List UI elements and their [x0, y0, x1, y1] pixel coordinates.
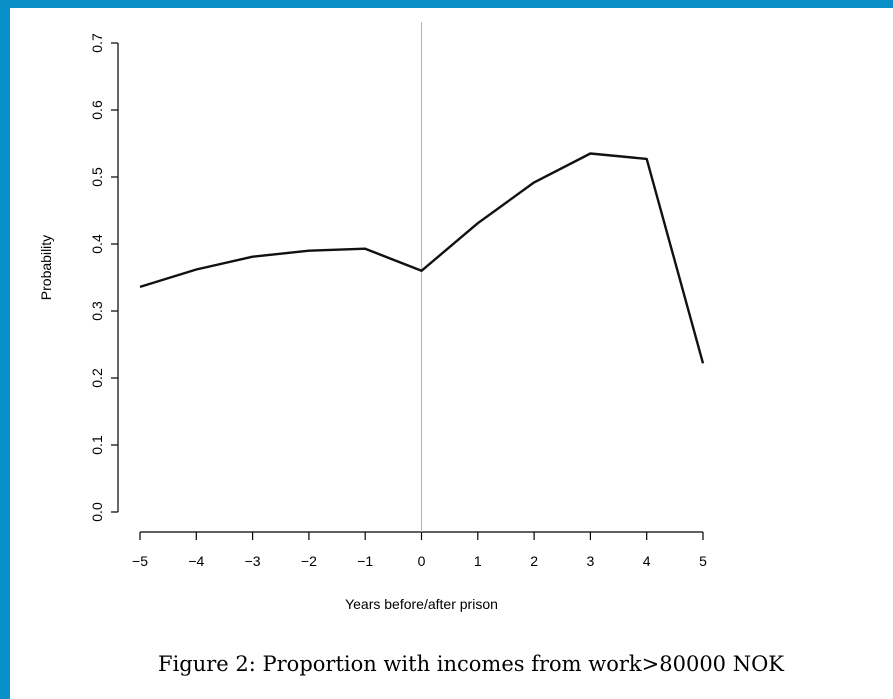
y-axis-ticks: 0.0 0.1 0.2 0.3 0.4 0.5 0.6 0.7 [89, 33, 118, 522]
x-axis-ticks: −5 −4 −3 −2 −1 0 1 2 3 4 5 [132, 532, 707, 569]
x-tick-label: 5 [699, 553, 707, 569]
x-tick-label: 0 [418, 553, 426, 569]
y-tick-label: 0.1 [89, 435, 105, 455]
y-tick-label: 0.7 [89, 33, 105, 53]
y-tick-label: 0.6 [89, 100, 105, 120]
x-tick-label: 4 [643, 553, 651, 569]
x-tick-label: −2 [301, 553, 317, 569]
x-tick-label: 1 [474, 553, 482, 569]
x-axis-title: Years before/after prison [345, 596, 498, 612]
x-tick-label: −3 [245, 553, 261, 569]
x-tick-label: −5 [132, 553, 148, 569]
x-tick-label: 2 [530, 553, 538, 569]
probability-series-line [139, 152, 705, 364]
y-tick-label: 0.4 [89, 234, 105, 254]
y-tick-label: 0.0 [89, 502, 105, 522]
x-tick-label: −4 [188, 553, 204, 569]
x-tick-label: 3 [587, 553, 595, 569]
y-tick-label: 0.5 [89, 167, 105, 187]
y-tick-label: 0.2 [89, 368, 105, 388]
figure-panel: 0.0 0.1 0.2 0.3 0.4 0.5 0.6 0.7 −5 −4 −3 −2 −1 0 1 2 3 4… [10, 8, 893, 699]
x-tick-label: −1 [357, 553, 373, 569]
y-axis-title: Probability [38, 235, 54, 300]
line-chart: 0.0 0.1 0.2 0.3 0.4 0.5 0.6 0.7 −5 −4 −3 −2 −1 0 1 2 3 4… [38, 22, 707, 612]
figure-caption: Figure 2: Proportion with incomes from w… [158, 652, 784, 676]
y-tick-label: 0.3 [89, 301, 105, 321]
